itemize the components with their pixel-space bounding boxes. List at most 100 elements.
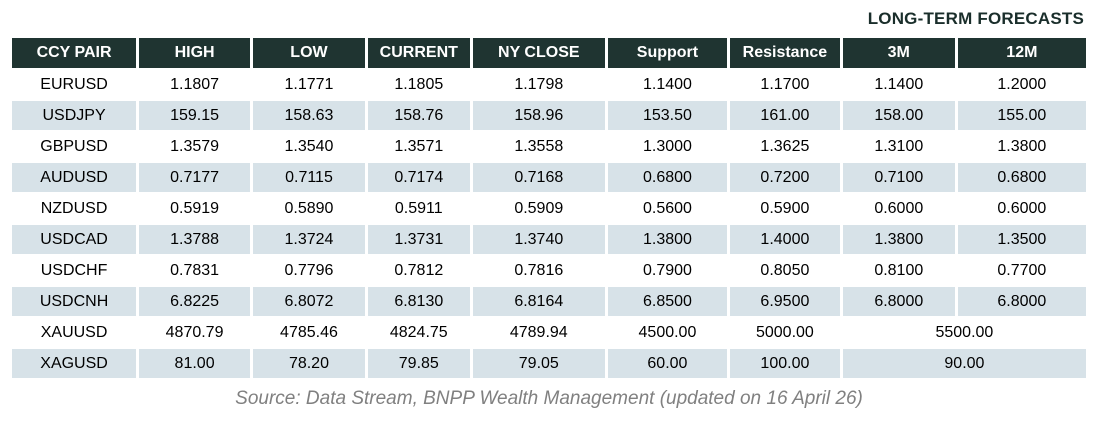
value-cell: 0.5919 [170,199,220,217]
value-cell: 1.3800 [997,137,1047,155]
value-cell: 6.8225 [139,287,251,316]
value-cell: 0.5911 [394,199,443,217]
column-header-ccy-pair: CCY PAIR [12,38,137,68]
value-cell: 158.63 [253,101,365,130]
value-cell: 158.96 [472,101,605,130]
value-cell: 0.7796 [284,261,334,279]
ccy-pair-cell: XAUUSD [40,323,108,341]
value-cell: 159.15 [139,101,251,130]
table-row: AUDUSD 0.7177 0.7115 0.7174 0.7168 0.6800 0.72… [12,163,1086,192]
value-cell: 0.6000 [997,199,1047,217]
merged-forecast-cell: 90.00 [842,349,1086,378]
value-cell: 78.20 [253,349,365,378]
value-cell: 1.3540 [284,137,334,155]
column-header-resistance: Resistance [729,38,840,68]
value-cell: 6.8072 [253,287,365,316]
value-cell: 4870.79 [165,323,224,341]
value-cell: 1.3740 [472,225,605,254]
column-header-low: LOW [253,38,365,68]
value-cell: 1.3000 [642,137,692,155]
value-cell: 1.1807 [170,75,220,93]
value-cell: 6.8000 [842,287,955,316]
table-row: XAGUSD 81.00 78.20 79.85 79.05 60.00 100.00 90.… [12,349,1086,378]
value-cell: 6.8164 [472,287,605,316]
ccy-pair-cell: AUDUSD [12,163,137,192]
value-cell: 4824.75 [389,323,448,341]
table-row: USDCAD 1.3788 1.3724 1.3731 1.3740 1.3800 1.40… [12,225,1086,254]
value-cell: 1.3724 [253,225,365,254]
value-cell: 0.7700 [997,261,1047,279]
table-row: EURUSD 1.1807 1.1771 1.1805 1.1798 1.1400 1.17… [12,70,1086,99]
value-cell: 0.7831 [170,261,220,279]
fx-forecast-table: CCY PAIR HIGH LOW CURRENT NY CLOSE Suppo… [9,36,1089,380]
value-cell: 60.00 [607,349,727,378]
value-cell: 0.6800 [957,163,1086,192]
source-note: Source: Data Stream, BNPP Wealth Managem… [235,388,863,409]
ccy-pair-cell: XAGUSD [12,349,137,378]
value-cell: 1.1805 [394,75,444,93]
value-cell: 1.1400 [642,75,692,93]
value-cell: 0.7900 [642,261,692,279]
table-header: CCY PAIR HIGH LOW CURRENT NY CLOSE Suppo… [12,38,1086,68]
title-bar: LONG-TERM FORECASTS [0,0,1098,36]
value-cell: 0.7177 [139,163,251,192]
value-cell: 1.4000 [729,225,840,254]
page-title: LONG-TERM FORECASTS [867,9,1084,28]
value-cell: 0.5600 [642,199,692,217]
header-row: CCY PAIR HIGH LOW CURRENT NY CLOSE Suppo… [12,38,1086,68]
ccy-pair-cell: GBPUSD [40,137,108,155]
ccy-pair-cell: USDCHF [40,261,108,279]
ccy-pair-cell: USDCAD [12,225,137,254]
value-cell: 0.6800 [607,163,727,192]
value-cell: 0.8050 [760,261,810,279]
ccy-pair-cell: USDJPY [12,101,137,130]
value-cell: 1.3500 [957,225,1086,254]
value-cell: 0.7168 [472,163,605,192]
table-body: EURUSD 1.1807 1.1771 1.1805 1.1798 1.1400 1.17… [12,70,1086,378]
value-cell: 6.8000 [957,287,1086,316]
value-cell: 81.00 [139,349,251,378]
value-cell: 1.3625 [760,137,810,155]
value-cell: 1.1700 [760,75,810,93]
value-cell: 0.7816 [514,261,564,279]
value-cell: 6.8500 [607,287,727,316]
value-cell: 4785.46 [280,323,338,341]
value-cell: 1.1400 [874,75,924,93]
value-cell: 1.3558 [514,137,564,155]
table-row: NZDUSD 0.5919 0.5890 0.5911 0.5909 0.5600 0.59… [12,194,1086,223]
table-row: XAUUSD 4870.79 4785.46 4824.75 4789.94 4500.0… [12,318,1086,347]
value-cell: 1.3788 [139,225,251,254]
column-header-3m: 3M [842,38,955,68]
column-header-ny-close: NY CLOSE [472,38,605,68]
value-cell: 1.3731 [367,225,470,254]
value-cell: 0.7100 [842,163,955,192]
table-row: GBPUSD 1.3579 1.3540 1.3571 1.3558 1.3000 1.36… [12,132,1086,161]
value-cell: 0.5909 [514,199,564,217]
value-cell: 1.2000 [997,75,1047,93]
ccy-pair-cell: NZDUSD [40,199,108,217]
value-cell: 0.6000 [874,199,924,217]
value-cell: 1.3100 [874,137,924,155]
value-cell: 158.76 [367,101,470,130]
value-cell: 5000.00 [755,323,814,341]
value-cell: 0.5890 [284,199,334,217]
column-header-support: Support [607,38,727,68]
merged-forecast-cell: 5500.00 [935,323,994,341]
value-cell: 6.8130 [367,287,470,316]
table-row: USDJPY 159.15 158.63 158.76 158.96 153.50 161.… [12,101,1086,130]
value-cell: 1.1798 [514,75,564,93]
value-cell: 155.00 [957,101,1086,130]
value-cell: 100.00 [729,349,840,378]
value-cell: 79.05 [472,349,605,378]
value-cell: 0.7174 [367,163,470,192]
value-cell: 1.3579 [170,137,220,155]
ccy-pair-cell: USDCNH [12,287,137,316]
value-cell: 79.85 [367,349,470,378]
column-header-current: CURRENT [367,38,470,68]
value-cell: 158.00 [842,101,955,130]
value-cell: 1.3571 [394,137,444,155]
value-cell: 161.00 [729,101,840,130]
value-cell: 0.7115 [253,163,365,192]
value-cell: 1.3800 [842,225,955,254]
